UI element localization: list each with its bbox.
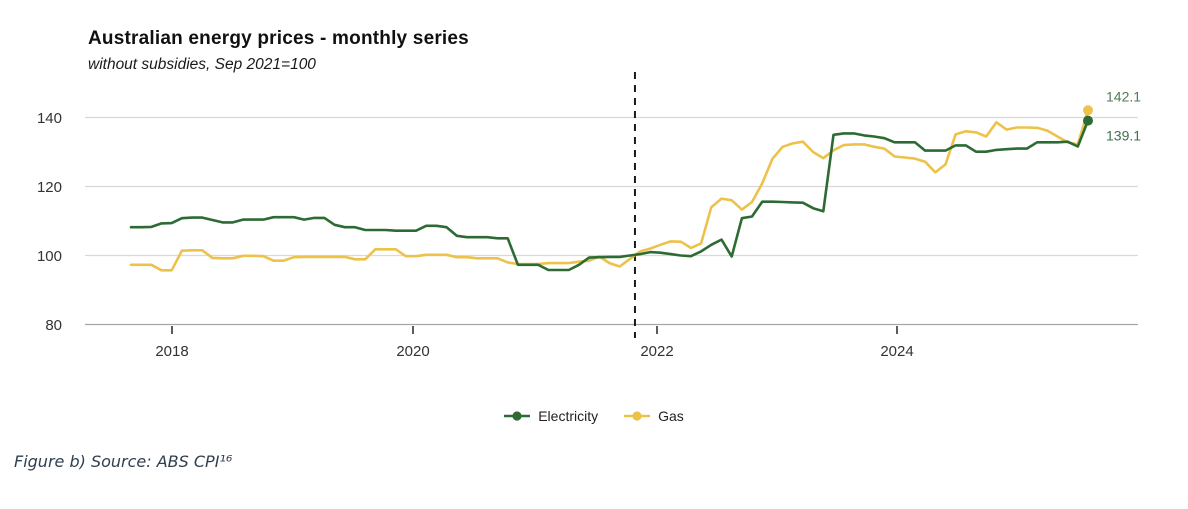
electricity-end-dot	[1083, 115, 1093, 126]
y-tick-label-100: 100	[37, 248, 62, 265]
y-tick-label-120: 120	[37, 179, 62, 196]
legend-label-electricity: Electricity	[538, 408, 599, 424]
y-tick-label-80: 80	[45, 317, 62, 334]
gas-end-label: 142.1	[1106, 88, 1141, 104]
legend-item-electricity: Electricity	[504, 408, 598, 424]
x-tick-label-2024: 2024	[880, 343, 913, 360]
source-note: Figure b) Source: ABS CPI¹⁶	[14, 452, 233, 471]
chart-subtitle: without subsidies, Sep 2021=100	[88, 56, 316, 73]
electricity-line	[129, 119, 1090, 272]
legend-item-gas: Gas	[624, 408, 684, 424]
y-tick-label-140: 140	[37, 110, 62, 127]
gas-end-dot	[1083, 105, 1093, 116]
x-tick-label-2020: 2020	[396, 343, 429, 360]
chart-title: Australian energy prices - monthly serie…	[88, 28, 469, 49]
x-tick-label-2018: 2018	[155, 343, 188, 360]
electricity-line-dot-icon	[504, 411, 531, 421]
chart-legend: Electricity Gas	[0, 408, 1188, 424]
legend-label-gas: Gas	[658, 408, 684, 424]
x-tick-label-2022: 2022	[640, 343, 673, 360]
electricity-end-label: 139.1	[1106, 128, 1141, 144]
gas-line-dot-icon	[624, 411, 651, 421]
gas-line	[129, 109, 1090, 272]
